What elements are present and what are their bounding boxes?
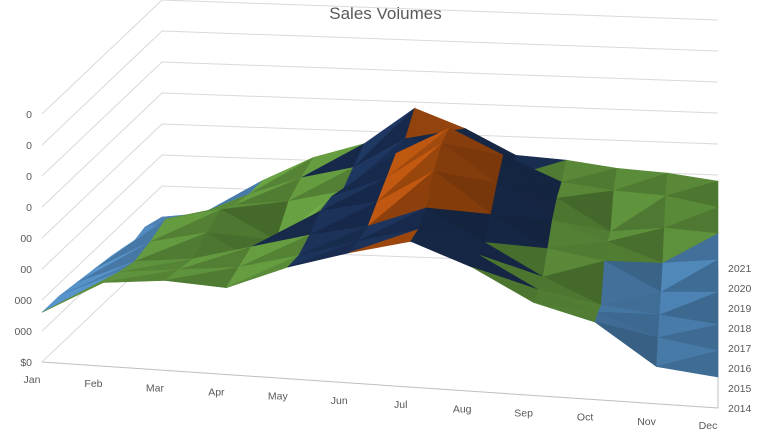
- surface-plot: [41, 107, 720, 378]
- z-tick-label: 2017: [728, 343, 752, 355]
- x-tick-label: May: [268, 391, 289, 403]
- y-tick-label: $0: [20, 357, 32, 369]
- y-tick-label: 00: [20, 233, 32, 245]
- z-tick-label: 2018: [728, 323, 752, 335]
- y-tick-label: 0: [26, 202, 32, 214]
- y-tick-label: 0: [26, 140, 32, 152]
- x-tick-label: Dec: [699, 420, 718, 432]
- x-tick-label: Jul: [394, 399, 407, 411]
- surface-facet: [656, 350, 719, 378]
- month-axis-labels: Jan Feb Mar Apr May Jun Jul Aug Sep Oct Nov Dec: [24, 374, 718, 432]
- gridline: [41, 61, 719, 177]
- x-tick-label: Jun: [331, 395, 348, 407]
- x-tick-label: Mar: [146, 382, 165, 394]
- z-tick-label: 2019: [728, 303, 752, 315]
- surface-facet: [41, 271, 120, 313]
- z-tick-label: 2015: [728, 383, 752, 395]
- x-tick-label: Feb: [84, 378, 102, 390]
- x-tick-label: Apr: [208, 387, 225, 399]
- x-tick-label: Jan: [24, 374, 41, 386]
- gridline: [41, 0, 719, 115]
- x-tick-label: Nov: [637, 416, 656, 428]
- x-tick-label: Sep: [514, 407, 533, 419]
- z-tick-label: 2014: [728, 403, 752, 415]
- z-tick-label: 2021: [728, 263, 752, 275]
- gridline: [41, 92, 719, 208]
- x-tick-label: Aug: [453, 403, 472, 415]
- month-axis-line: [41, 361, 719, 409]
- year-axis-labels: 2014 2015 2016 2017 2018 2019 2020 2021: [728, 263, 752, 415]
- z-tick-label: 2016: [728, 363, 752, 375]
- z-tick-label: 2020: [728, 283, 752, 295]
- y-tick-label: 0: [26, 109, 32, 121]
- y-tick-label: 00: [20, 264, 32, 276]
- y-tick-label: 000: [14, 326, 32, 338]
- gridline: [41, 123, 719, 239]
- y-tick-label: 0: [26, 171, 32, 183]
- gridline: [41, 30, 719, 146]
- y-tick-label: 000: [14, 295, 32, 307]
- x-tick-label: Oct: [577, 412, 593, 424]
